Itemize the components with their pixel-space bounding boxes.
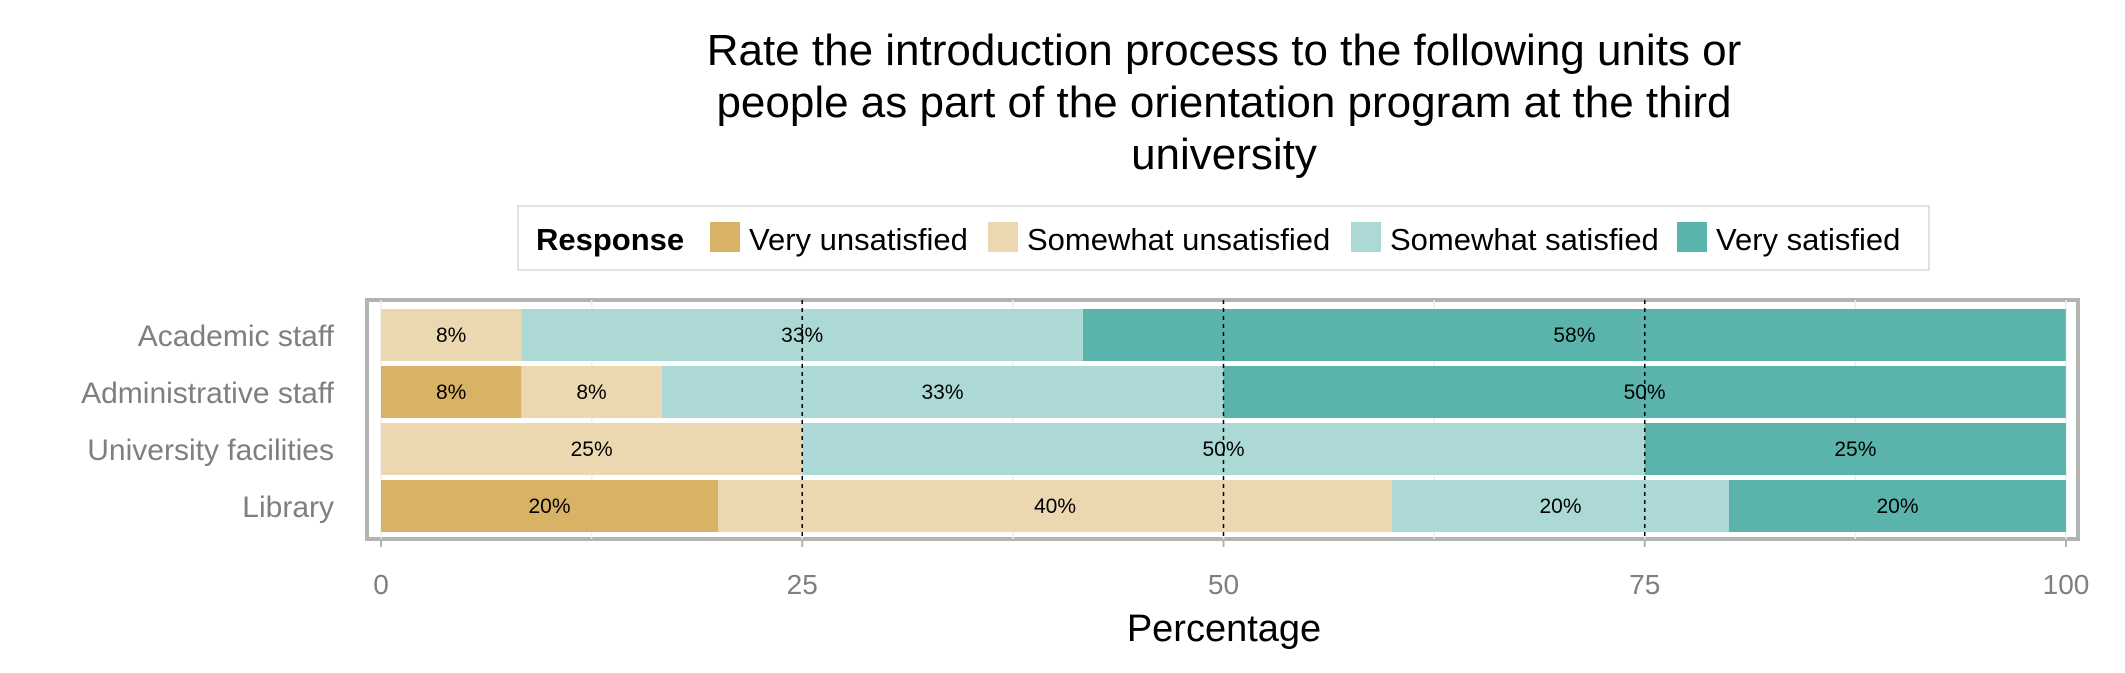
bar-segment [718,480,1392,532]
bar-label: 20% [1539,495,1581,518]
bar-segment [1082,309,2066,361]
category-label: Library [242,491,334,524]
legend-label: Somewhat unsatisfied [1027,222,1330,257]
bar-label: 8% [576,381,606,404]
x-tick-label: 75 [1629,569,1660,600]
x-tick-label: 50 [1208,569,1239,600]
bar-label: 20% [528,495,570,518]
x-tick-label: 100 [2043,569,2090,600]
bar-segment [661,366,1224,418]
category-labels: Academic staff Administrative staff Univer… [81,320,335,524]
chart-title: Rate the introduction process to the fol… [707,26,1742,179]
bar-label: 20% [1876,495,1918,518]
legend-label: Somewhat satisfied [1390,222,1659,257]
category-label: University facilities [87,434,334,467]
bar-label: 33% [922,381,964,404]
bar-labels: 8% 33% 58% 8% 8% 33% 50% 25% 50% 25% 20% 40% 20% 20% [436,324,1919,518]
bar-segment [1392,480,1729,532]
chart-title-line: university [1131,130,1317,179]
category-label: Academic staff [138,320,335,353]
bar-label: 58% [1553,324,1595,347]
bar-label: 50% [1624,381,1666,404]
x-axis: 0 25 50 75 100 [373,539,2089,600]
chart-title-line: people as part of the orientation progra… [716,78,1731,127]
legend: Response Very unsatisfied Somewhat unsatis… [517,205,1930,271]
chart-title-line: Rate the introduction process to the fol… [707,26,1742,75]
category-label: Administrative staff [81,377,335,410]
bar-segment [521,366,662,418]
legend-title: Response [536,222,684,257]
legend-key [710,222,740,252]
x-tick-label: 0 [373,569,389,600]
bar-segment [381,366,522,418]
x-tick-label: 25 [787,569,818,600]
bar-label: 25% [571,438,613,461]
legend-key [1677,222,1707,252]
bar-label: 8% [436,324,466,347]
bar-label: 50% [1202,438,1244,461]
legend-key [988,222,1018,252]
bar-segment [381,480,718,532]
bars [381,309,2066,532]
x-axis-title: Percentage [1127,608,1321,650]
bar-segment [381,309,522,361]
legend-key [1351,222,1381,252]
bar-segment [1644,423,2066,475]
bar-label: 8% [436,381,466,404]
bar-label: 25% [1834,438,1876,461]
legend-label: Very satisfied [1716,222,1900,257]
legend-label: Very unsatisfied [749,222,968,257]
bar-label: 40% [1034,495,1076,518]
bar-segment [381,423,803,475]
bar-label: 33% [781,324,823,347]
bar-segment [1729,480,2066,532]
